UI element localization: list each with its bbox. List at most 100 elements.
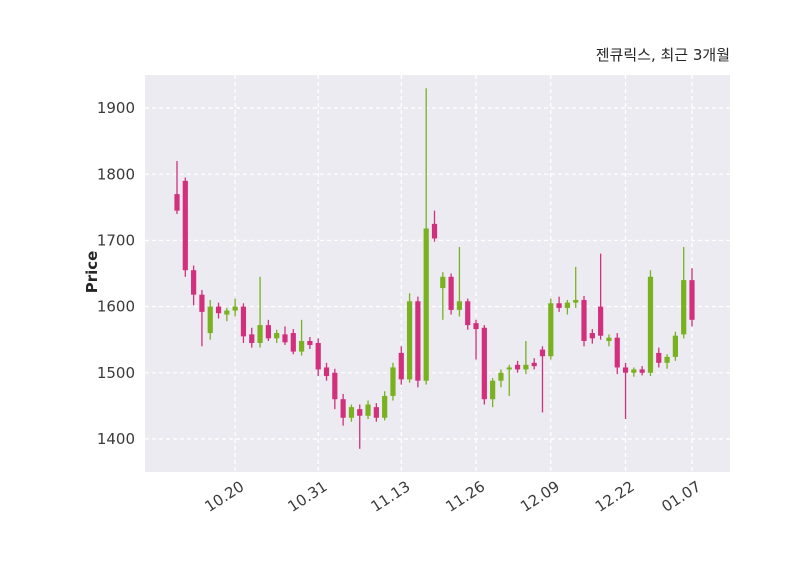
candle (622, 362, 629, 420)
plot-area (145, 75, 730, 472)
candle-body (539, 349, 546, 357)
candle (440, 272, 446, 320)
candle (323, 362, 330, 381)
chart-title: 젠큐릭스, 최근 3개월 (595, 46, 730, 64)
candle (498, 369, 504, 388)
candle (265, 319, 271, 341)
candle-body (182, 180, 188, 271)
candle (473, 319, 479, 360)
candle-body (440, 276, 446, 289)
candle (639, 366, 645, 376)
candle (199, 290, 205, 347)
candle (315, 338, 321, 377)
candle (506, 364, 512, 396)
candle-body (199, 294, 205, 312)
candle-body (456, 301, 463, 310)
candle (481, 325, 487, 405)
candle-body (639, 369, 645, 373)
y-tick-label: 1500 (97, 364, 135, 382)
candle (465, 298, 471, 330)
candle-body (274, 333, 280, 339)
candle-body (448, 276, 454, 310)
candle (581, 295, 587, 347)
candle-body (481, 327, 487, 400)
candle-body (332, 372, 338, 400)
candle (614, 333, 620, 375)
candle (672, 331, 678, 361)
candle-body (191, 270, 197, 295)
candle-body (473, 323, 479, 330)
candle (240, 303, 247, 343)
candle-body (664, 356, 670, 363)
candle (298, 319, 305, 356)
candle (290, 329, 296, 355)
candle (390, 362, 396, 401)
candle-body (415, 301, 421, 381)
candle-body (498, 372, 504, 381)
candle-body (257, 325, 263, 343)
candle (456, 247, 463, 317)
candle-body (423, 228, 429, 381)
x-tick-label: 11.26 (442, 477, 488, 515)
candle (448, 273, 454, 315)
candle (274, 329, 280, 343)
candle (564, 299, 571, 315)
candle (539, 346, 546, 413)
candle (340, 393, 346, 426)
candle-body (307, 340, 313, 345)
candle-body (323, 367, 330, 377)
candle (548, 298, 554, 360)
candle-body (365, 404, 371, 416)
candle (514, 360, 521, 373)
candle-body (315, 342, 321, 370)
candle (357, 404, 363, 449)
candle (257, 276, 263, 348)
candle-body (548, 303, 554, 357)
candle (249, 327, 255, 348)
candle (556, 296, 562, 312)
x-tick-label: 01.07 (658, 477, 704, 515)
candle (531, 358, 537, 370)
y-tick-label: 1700 (97, 231, 135, 249)
candle-body (406, 301, 413, 380)
candle-body (614, 337, 620, 368)
candle (606, 334, 612, 347)
candle (523, 340, 529, 375)
candle-body (232, 306, 238, 311)
candle-body (215, 306, 222, 314)
y-tick-label: 1600 (97, 298, 135, 316)
y-tick-label: 1400 (97, 430, 135, 448)
candle (232, 298, 238, 317)
candle-body (564, 302, 571, 308)
candle-body (357, 409, 363, 416)
candle (490, 378, 496, 408)
candle (332, 368, 338, 410)
candle (398, 346, 404, 385)
candle (373, 403, 379, 422)
candle-body (390, 367, 396, 396)
candle-body (556, 303, 562, 308)
candle-body (681, 280, 687, 335)
candle (656, 347, 662, 368)
candle-body (290, 333, 296, 352)
candle (664, 354, 670, 369)
candle (382, 391, 388, 421)
candle-body (465, 301, 471, 326)
candle-body (207, 306, 213, 334)
candle-body (240, 306, 247, 337)
candle-body (573, 299, 579, 303)
x-tick-label: 10.31 (285, 477, 331, 515)
candle (191, 265, 197, 306)
candle-body (656, 352, 662, 363)
candle-body (340, 399, 346, 418)
candle-body (672, 335, 678, 357)
y-tick-label: 1800 (97, 165, 135, 183)
candle-body (174, 194, 180, 211)
candle (182, 177, 188, 277)
candle (224, 307, 230, 322)
candle (215, 302, 222, 319)
candle-body (598, 306, 604, 336)
candle (174, 161, 180, 214)
